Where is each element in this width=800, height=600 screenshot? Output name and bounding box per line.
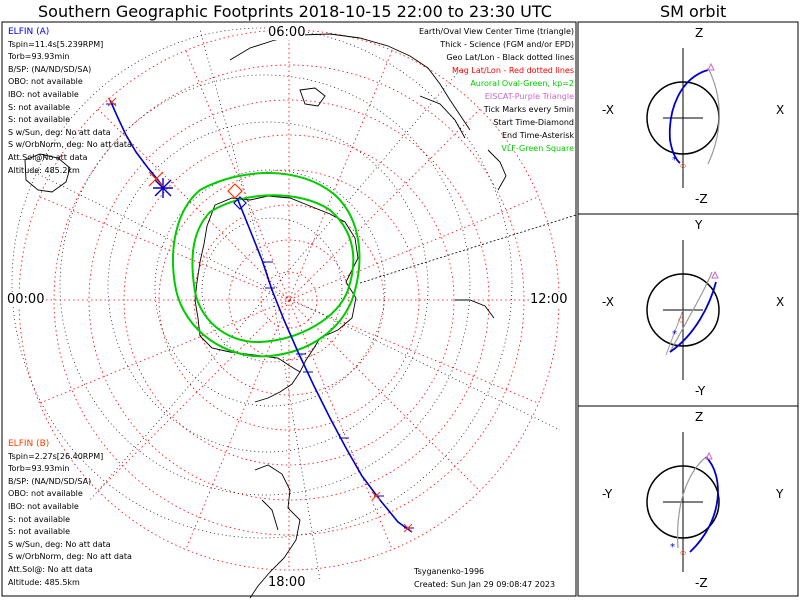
- elfin-b-info: ELFIN (B) Tspin=2.27s[26.40RPM] Torb=93.…: [8, 438, 132, 589]
- elfin-a-line: S: not available: [8, 115, 71, 125]
- sm1-top-label: Z: [695, 26, 704, 40]
- elfin-b-line: Torb=93.93min: [8, 464, 70, 474]
- elfin-b-line: S w/OrbNorm, deg: No att data: [8, 552, 132, 562]
- legend-item: Mag Lat/Lon - Red dotted lines: [451, 66, 574, 75]
- australia: [229, 33, 471, 131]
- elfin-b-line: S w/Sun, deg: No att data: [8, 539, 111, 549]
- sm2-right-label: X: [776, 295, 785, 309]
- sm1-right-label: X: [776, 103, 785, 117]
- elfin-b-line: B/SP: (NA/ND/SD/SA): [8, 476, 92, 486]
- elfin-b-line: Att.Sol@: No att data: [8, 564, 93, 574]
- legend-item: EISCAT-Purple Triangle: [484, 92, 574, 101]
- elfin-b-line: S: not available: [8, 514, 71, 524]
- elfin-b-line: OBO: not available: [8, 489, 83, 499]
- hour-label-left: 00:00: [7, 292, 45, 307]
- sm2-top-label: Y: [695, 218, 703, 232]
- elfin-a-line: S w/OrbNorm, deg: No att data: [8, 140, 132, 150]
- elfin-a-info: ELFIN (A) Tspin=11.4s[5.239RPM] Torb=93.…: [8, 26, 132, 177]
- africa-tip: [24, 153, 71, 193]
- created-credit: Created: Sun Jan 29 09:08:47 2023: [414, 580, 556, 589]
- elfin-a-line: Altitude: 485.2km: [8, 165, 80, 175]
- sm3-top-label: Z: [695, 410, 704, 424]
- elfin-a-line: S: not available: [8, 102, 71, 112]
- sm3-right-label: Y: [776, 487, 784, 501]
- end-asterisk-a: [153, 178, 173, 198]
- sm2-bottom-label: -Y: [695, 384, 706, 398]
- elfin-a-line: Torb=93.93min: [8, 52, 70, 62]
- sm1-left-label: -X: [602, 103, 614, 117]
- sm1-bottom-label: -Z: [695, 192, 708, 206]
- elfin-b-line: Altitude: 485.5km: [8, 577, 80, 587]
- sm3-bottom-label: -Z: [695, 576, 708, 590]
- elfin-a-line: Att.Sol@No att data: [8, 152, 88, 162]
- elfin-a-line: Tspin=11.4s[5.239RPM]: [8, 39, 104, 49]
- elfin-b-header: ELFIN (B): [8, 439, 50, 449]
- elfin-a-line: B/SP: (NA/ND/SD/SA): [8, 64, 92, 74]
- sm-orbit-title: SM orbit: [660, 2, 727, 21]
- coastlines: [24, 33, 507, 599]
- elfin-a-trace: [109, 99, 413, 533]
- geo-grid: [11, 27, 561, 581]
- auroral-oval: [172, 172, 361, 358]
- legend-item: Auroral Oval-Green, kp=2: [470, 79, 574, 88]
- legend-item: Start Time-Diamond: [493, 118, 574, 127]
- elfin-b-line: S: not available: [8, 527, 71, 537]
- legend-item: VLF-Green Square: [501, 144, 574, 153]
- elfin-a-line: IBO: not available: [8, 89, 79, 99]
- legend-item: Geo Lat/Lon - Black dotted lines: [446, 53, 574, 62]
- elfin-b-line: IBO: not available: [8, 501, 79, 511]
- main-title: Southern Geographic Footprints 2018-10-1…: [38, 2, 552, 21]
- end-asterisk-b: [148, 171, 164, 187]
- sm2-left-label: -X: [602, 295, 614, 309]
- sm3-left-label: -Y: [602, 487, 613, 501]
- antarctica: [194, 195, 359, 373]
- legend-item: Tick Marks every 5min: [483, 105, 574, 114]
- trace-ticks: [106, 103, 414, 529]
- elfin-a-header: ELFIN (A): [8, 27, 50, 37]
- tasmania: [299, 87, 326, 107]
- south-america: [249, 464, 301, 599]
- model-credit: Tsyganenko-1996: [414, 567, 485, 576]
- elfin-a-line: S w/Sun, deg: No att data: [8, 127, 111, 137]
- hour-label-bottom: 18:00: [268, 575, 306, 590]
- legend-item: End Time-Asterisk: [501, 131, 574, 140]
- start-diamond: [227, 183, 243, 199]
- hour-label-top: 06:00: [268, 25, 306, 40]
- hour-label-right: 12:00: [530, 292, 568, 307]
- antarctic-peninsula: [254, 371, 301, 403]
- legend-item: Thick - Science (FGM and/or EPD): [440, 40, 574, 49]
- elfin-b-line: Tspin=2.27s[26.40RPM]: [8, 451, 104, 461]
- elfin-a-line: OBO: not available: [8, 77, 83, 87]
- legend-item: Earth/Oval View Center Time (triangle): [418, 27, 574, 36]
